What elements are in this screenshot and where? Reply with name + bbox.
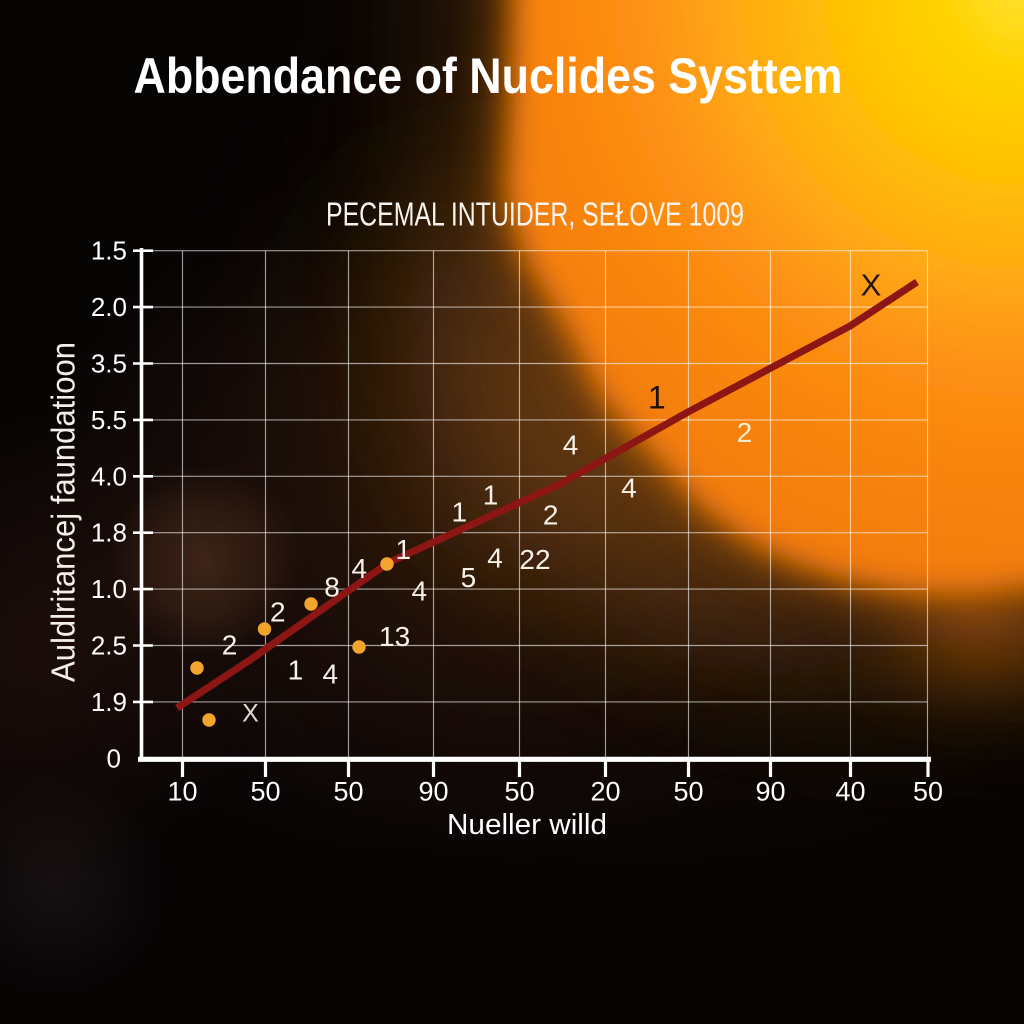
- svg-text:20: 20: [590, 777, 620, 807]
- svg-text:4: 4: [352, 553, 368, 584]
- svg-text:1: 1: [288, 655, 304, 686]
- svg-text:4: 4: [487, 542, 503, 573]
- svg-text:Auldlritancej faundatioon: Auldlritancej faundatioon: [45, 342, 82, 682]
- svg-text:50: 50: [504, 777, 534, 807]
- svg-text:1: 1: [396, 534, 412, 565]
- svg-text:4: 4: [563, 430, 579, 461]
- svg-text:90: 90: [755, 777, 785, 807]
- svg-text:2.5: 2.5: [91, 631, 127, 661]
- svg-text:50: 50: [913, 777, 943, 807]
- svg-text:1: 1: [452, 496, 468, 527]
- svg-text:50: 50: [673, 777, 703, 807]
- svg-text:1.5: 1.5: [91, 236, 127, 266]
- svg-text:4: 4: [412, 576, 428, 607]
- svg-text:1: 1: [483, 479, 499, 510]
- svg-text:PECEMAL INTUIDER, SEŁOVE 1009: PECEMAL INTUIDER, SEŁOVE 1009: [326, 196, 744, 233]
- svg-text:8: 8: [324, 572, 340, 603]
- svg-text:Nueller willd: Nueller willd: [447, 809, 607, 841]
- svg-text:40: 40: [835, 777, 865, 807]
- svg-text:2: 2: [737, 417, 753, 448]
- svg-text:1.0: 1.0: [91, 574, 127, 604]
- svg-text:1.9: 1.9: [91, 687, 127, 717]
- svg-text:50: 50: [250, 777, 280, 807]
- svg-text:X: X: [242, 699, 259, 727]
- svg-text:10: 10: [167, 777, 197, 807]
- svg-text:1.8: 1.8: [91, 518, 127, 548]
- svg-text:4: 4: [621, 473, 637, 504]
- svg-text:1: 1: [648, 380, 666, 416]
- svg-text:5.5: 5.5: [91, 405, 127, 435]
- svg-text:22: 22: [519, 544, 550, 575]
- svg-text:2: 2: [270, 597, 286, 628]
- svg-text:0: 0: [107, 743, 121, 773]
- svg-text:5: 5: [461, 562, 477, 593]
- svg-text:90: 90: [418, 777, 448, 807]
- svg-text:13: 13: [379, 621, 410, 652]
- svg-text:3.5: 3.5: [91, 349, 127, 379]
- svg-text:X: X: [861, 268, 882, 303]
- svg-text:4.0: 4.0: [91, 461, 127, 491]
- svg-text:2.0: 2.0: [91, 292, 127, 322]
- svg-text:2: 2: [222, 630, 238, 661]
- svg-text:50: 50: [333, 777, 363, 807]
- svg-text:4: 4: [323, 659, 339, 690]
- svg-text:2: 2: [543, 499, 559, 530]
- svg-text:Abbendance of Nuclides Systtem: Abbendance of Nuclides Systtem: [134, 48, 843, 104]
